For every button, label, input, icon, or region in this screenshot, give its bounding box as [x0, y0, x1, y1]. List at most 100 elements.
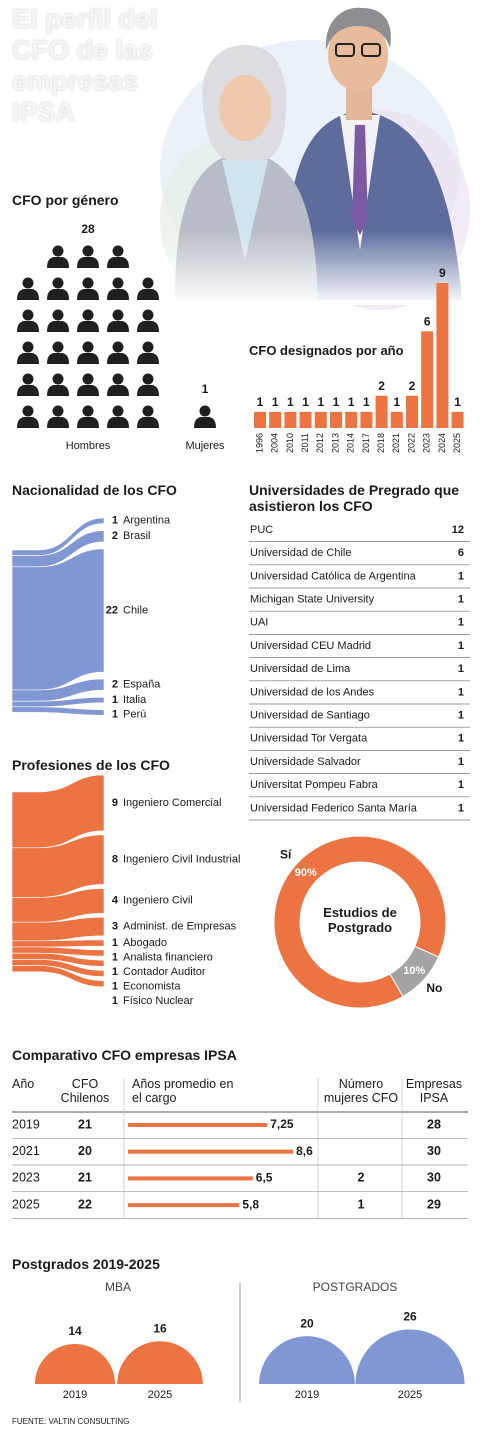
- person-head: [142, 277, 154, 289]
- bar: [375, 395, 388, 428]
- category-label: Ingeniero Civil Industrial: [123, 854, 240, 866]
- woman-head: [219, 75, 271, 141]
- x-tick-label: 2025: [452, 433, 462, 453]
- cell-value: 30: [427, 1171, 441, 1185]
- bar: [128, 1203, 240, 1208]
- person-head: [82, 277, 94, 289]
- column-header: CFO Chilenos: [60, 1077, 110, 1106]
- category-label: Hombres: [66, 440, 111, 452]
- bar: [314, 411, 327, 428]
- x-tick-label: 1996: [254, 433, 264, 453]
- bar: [330, 411, 342, 428]
- person-head: [52, 277, 64, 289]
- value-label: 8,6: [296, 1144, 313, 1158]
- x-tick-label: 2017: [361, 433, 371, 453]
- row-value: 1: [458, 756, 464, 768]
- chart-title: Universidades de Pregrado que asistieron…: [249, 482, 460, 515]
- icon-group: [17, 245, 159, 428]
- flow: [11, 517, 105, 556]
- row-value: 1: [458, 663, 464, 675]
- semicircle: [34, 1343, 116, 1384]
- person-body: [77, 417, 99, 428]
- person-body: [194, 417, 216, 428]
- value-label: 1: [272, 395, 279, 409]
- row-value: 1: [458, 710, 464, 722]
- cell-value: 1: [358, 1197, 365, 1211]
- row-value: 1: [458, 779, 464, 791]
- person-head: [52, 245, 64, 257]
- value-label: 1: [333, 395, 340, 409]
- person-head: [112, 341, 124, 353]
- value-label: 1: [257, 395, 264, 409]
- category-label: Economista: [123, 980, 181, 992]
- person-body: [47, 289, 69, 300]
- flow: [11, 774, 105, 849]
- cell-value: 30: [427, 1144, 441, 1158]
- category-label: Mujeres: [185, 440, 225, 452]
- value-label: 1: [302, 395, 309, 409]
- bar: [128, 1123, 268, 1127]
- person-body: [107, 353, 129, 364]
- category-label: Analista financiero: [123, 951, 213, 963]
- row-label: Universidad Tor Vergata: [250, 733, 368, 745]
- bar: [360, 411, 373, 428]
- bar: [390, 411, 403, 428]
- person-head: [142, 341, 154, 353]
- value-label: 1: [112, 708, 118, 720]
- flow: [11, 696, 105, 708]
- row-label: UAI: [250, 617, 268, 629]
- bar: [128, 1149, 294, 1154]
- value-label: 8: [112, 854, 118, 866]
- person-head: [52, 405, 64, 417]
- row-label: Universidad Católica de Argentina: [250, 570, 417, 582]
- person-head: [22, 341, 34, 353]
- bar: [451, 411, 464, 428]
- row-value: 1: [458, 686, 464, 698]
- value-label: 5,8: [242, 1197, 259, 1211]
- source: FUENTE: VALTIN CONSULTING: [12, 1417, 130, 1426]
- row-label: 2019: [12, 1117, 40, 1131]
- bar: [345, 411, 358, 428]
- value-label: 6,5: [256, 1171, 273, 1185]
- value-label: 2: [112, 530, 118, 542]
- person-body: [47, 321, 69, 332]
- x-tick-label: 2024: [437, 433, 447, 453]
- value-label: 2: [378, 379, 385, 393]
- row-label: 2025: [12, 1197, 40, 1211]
- row-label: 2021: [12, 1144, 40, 1158]
- row-label: Michigan State University: [250, 594, 375, 606]
- person-body: [107, 321, 129, 332]
- person-body: [137, 385, 159, 396]
- row-label: Universidade Salvador: [250, 756, 361, 768]
- flow: [11, 678, 105, 702]
- chart-title: Profesiones de los CFO: [12, 757, 170, 773]
- category-label: Sí: [280, 847, 292, 861]
- column-header: Año: [12, 1077, 35, 1091]
- value-label: 2: [409, 379, 416, 393]
- category-label: Administ. de Empresas: [123, 920, 237, 932]
- value-label: 90%: [295, 867, 317, 879]
- value-label: 10%: [403, 965, 425, 977]
- row-value: 1: [458, 733, 464, 745]
- chart-title: CFO designados por año: [249, 343, 404, 358]
- bar: [299, 411, 312, 428]
- x-tick-label: 2021: [391, 433, 401, 453]
- person-head: [22, 373, 34, 385]
- value-label: 6: [424, 315, 431, 329]
- category-label: Físico Nuclear: [123, 995, 194, 1007]
- person-body: [107, 417, 129, 428]
- person-body: [17, 385, 39, 396]
- column-header: Años promedio en el cargo: [132, 1077, 234, 1106]
- value-label: 9: [112, 797, 118, 809]
- flow: [11, 946, 105, 957]
- person-body: [77, 385, 99, 396]
- cell-value: 21: [78, 1171, 92, 1185]
- donut-title: Estudios de Postgrado: [323, 905, 397, 935]
- glasses: [335, 43, 355, 57]
- person-body: [47, 257, 69, 268]
- row-label: Universidad de Lima: [250, 663, 351, 675]
- value-label: 22: [106, 604, 118, 616]
- x-tick-label: 2010: [285, 433, 295, 453]
